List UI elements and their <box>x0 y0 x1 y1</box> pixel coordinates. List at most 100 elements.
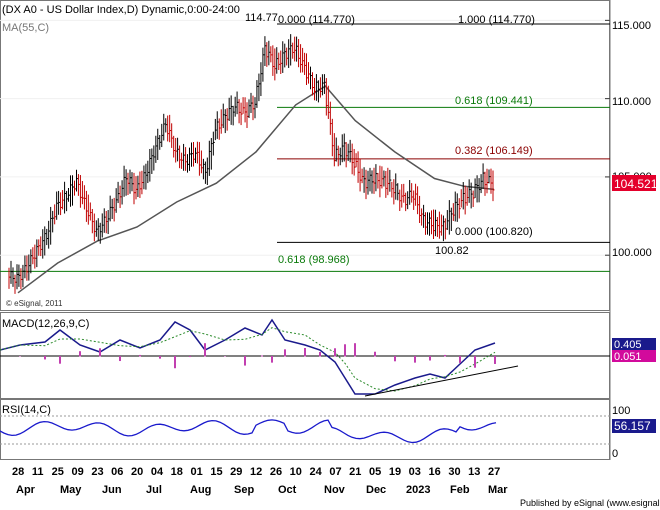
macd-histogram-bar <box>354 343 356 357</box>
macd-histogram-bar <box>414 356 416 363</box>
x-tick-label: 10 <box>290 466 302 478</box>
rsi-value: 56.157 <box>614 419 651 433</box>
macd-histogram-bar <box>344 344 346 357</box>
macd-signal-line <box>0 327 496 392</box>
x-tick-label: 27 <box>488 466 500 478</box>
macd-histogram-bar <box>474 356 476 368</box>
macd-signal-badge <box>612 350 656 362</box>
macd-value: 0.405 <box>614 339 642 351</box>
macd-trendline <box>364 365 519 397</box>
macd-histogram-bar <box>44 356 46 360</box>
macd-histogram-bar <box>99 348 101 357</box>
price-panel-frame <box>0 0 610 311</box>
x-tick-label: 06 <box>111 466 123 478</box>
macd-line <box>0 318 496 395</box>
x-tick-label: 16 <box>429 466 441 478</box>
chart-title: (DX A0 - US Dollar Index,D) Dynamic,0:00… <box>2 4 240 16</box>
x-tick-label: 05 <box>369 466 381 478</box>
x-tick-label: 13 <box>468 466 480 478</box>
macd-histogram-bar <box>261 355 263 357</box>
high-annotation: 114.77 <box>245 12 278 24</box>
x-tick-label: 26 <box>270 466 282 478</box>
macd-histogram-bar <box>79 351 81 357</box>
x-month-label: Nov <box>324 484 346 496</box>
macd-histogram-bar <box>459 356 461 363</box>
fib-label-0618-lower: 0.618 (98.968) <box>278 254 350 266</box>
x-month-label: May <box>60 484 82 496</box>
macd-histogram-bar <box>271 356 273 363</box>
x-tick-label: 28 <box>12 466 24 478</box>
rsi-panel-frame <box>0 399 610 460</box>
watermark: © eSignal, 2011 <box>6 299 63 308</box>
x-tick-label: 07 <box>329 466 341 478</box>
macd-histogram-bar <box>59 356 61 364</box>
fib-label-top-right: 1.000 (114.770) <box>458 14 535 26</box>
macd-histogram-bar <box>139 354 141 357</box>
publisher-footer: Published by eSignal (www.esignal.com) <box>520 498 660 508</box>
y-tick-label: 110.000 <box>612 96 651 108</box>
macd-histogram-bar <box>394 356 396 362</box>
macd-histogram-bar <box>429 356 431 361</box>
x-month-label: Feb <box>450 484 470 496</box>
x-tick-label: 20 <box>131 466 143 478</box>
macd-histogram-bar <box>304 348 306 357</box>
x-tick-label: 15 <box>210 466 222 478</box>
macd-hist-value: 0.051 <box>614 351 642 363</box>
macd-histogram-bar <box>319 352 321 357</box>
macd-histogram-bar <box>119 356 121 362</box>
x-tick-label: 24 <box>310 466 323 478</box>
x-month-label: Jul <box>146 484 162 496</box>
macd-histogram-bar <box>494 356 496 364</box>
x-tick-label: 25 <box>52 466 64 478</box>
macd-histogram-bar <box>284 349 286 357</box>
x-tick-label: 30 <box>448 466 460 478</box>
rsi-line <box>0 419 497 444</box>
x-month-label: Apr <box>16 484 36 496</box>
x-tick-label: 01 <box>191 466 203 478</box>
rsi-value-badge <box>612 419 656 433</box>
ma-line <box>17 85 495 294</box>
x-month-label: Jun <box>102 484 122 496</box>
x-tick-label: 04 <box>151 466 164 478</box>
macd-histogram-bar <box>204 343 206 357</box>
macd-value-badge <box>612 338 656 350</box>
y-tick-label: 115.000 <box>612 20 651 32</box>
x-tick-label: 23 <box>91 466 103 478</box>
macd-histogram-bar <box>334 348 336 357</box>
macd-histogram-bar <box>444 354 446 357</box>
x-tick-label: 29 <box>230 466 242 478</box>
rsi-tick-label: 0 <box>612 448 618 460</box>
x-month-label: Dec <box>366 484 386 496</box>
x-tick-label: 09 <box>72 466 84 478</box>
x-month-label: Mar <box>488 484 508 496</box>
fib-label-0382: 0.382 (106.149) <box>455 145 533 157</box>
macd-label: MACD(12,26,9,C) <box>2 318 89 330</box>
macd-histogram-bar <box>224 356 226 357</box>
x-tick-label: 11 <box>32 466 44 478</box>
macd-histogram-bar <box>174 356 176 369</box>
macd-histogram-bar <box>244 356 246 366</box>
fib-label-0618-upper: 0.618 (109.441) <box>455 95 533 107</box>
rsi-tick-label: 100 <box>612 405 630 417</box>
macd-histogram-bar <box>159 356 161 359</box>
x-tick-label: 12 <box>250 466 262 478</box>
x-tick-label: 03 <box>409 466 421 478</box>
x-month-label: Aug <box>190 484 211 496</box>
rsi-label: RSI(14,C) <box>2 404 51 416</box>
x-tick-label: 18 <box>171 466 183 478</box>
last-price-value: 104.521 <box>614 177 658 191</box>
macd-histogram-bar <box>189 356 191 358</box>
x-tick-label: 19 <box>389 466 401 478</box>
low-annotation: 100.82 <box>435 245 469 257</box>
x-month-label: Oct <box>278 484 297 496</box>
macd-histogram-bar <box>19 356 21 357</box>
x-tick-label: 21 <box>349 466 361 478</box>
x-month-label: Sep <box>234 484 254 496</box>
y-tick-label: 100.000 <box>612 247 652 259</box>
x-month-label: 2023 <box>406 484 430 496</box>
fib-label-top-left: 0.000 (114.770) <box>278 14 355 26</box>
ma-label: MA(55,C) <box>2 22 49 34</box>
last-price-badge <box>612 175 656 191</box>
